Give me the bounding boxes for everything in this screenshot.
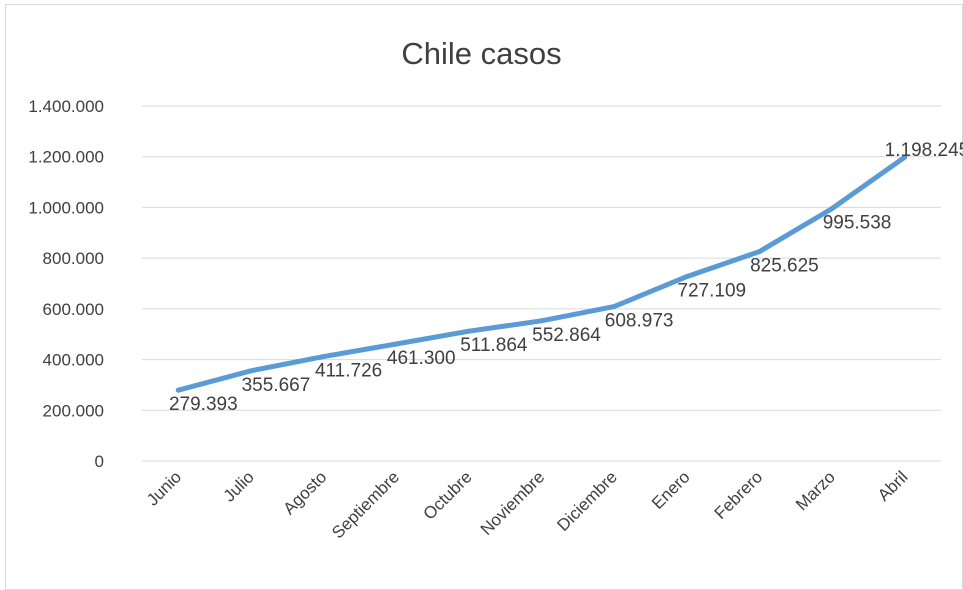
- data-point: [611, 304, 617, 310]
- data-label: 727.109: [677, 281, 746, 302]
- y-tick-label: 1.200.000: [28, 148, 104, 167]
- x-tick-label: Octubre: [419, 467, 475, 523]
- y-tick-label: 0: [95, 452, 104, 471]
- x-tick-label: Diciembre: [553, 467, 621, 535]
- data-label: 511.864: [460, 335, 528, 356]
- x-tick-label: Abril: [874, 467, 911, 504]
- data-point: [539, 318, 544, 324]
- data-label: 825.625: [750, 256, 819, 277]
- x-tick-label: Junio: [143, 467, 185, 509]
- y-tick-label: 200.000: [43, 401, 104, 420]
- data-label: 552.864: [532, 325, 601, 346]
- data-point: [321, 354, 327, 360]
- data-point: [829, 206, 835, 212]
- data-label: 1.198.245: [885, 140, 963, 161]
- chart-title: Chile casos: [401, 36, 562, 71]
- data-label: 608.973: [605, 311, 674, 332]
- x-tick-label: Febrero: [711, 467, 767, 523]
- y-tick-label: 1.400.000: [28, 97, 104, 116]
- x-tick-label: Septiembre: [328, 467, 403, 542]
- y-tick-label: 1.000.000: [28, 198, 104, 217]
- y-tick-label: 600.000: [43, 300, 104, 319]
- data-point: [175, 387, 181, 393]
- data-label: 461.300: [387, 348, 456, 369]
- data-label: 995.538: [823, 213, 892, 234]
- data-point: [902, 154, 908, 160]
- x-tick-label: Marzo: [792, 467, 839, 514]
- data-label: 355.667: [242, 375, 311, 396]
- x-tick-label: Enero: [648, 467, 694, 513]
- data-label: 279.393: [169, 394, 238, 415]
- y-tick-label: 800.000: [43, 249, 104, 268]
- data-point: [393, 341, 399, 347]
- data-point: [684, 274, 690, 280]
- data-label: 411.726: [315, 361, 382, 382]
- x-tick-label: Agosto: [280, 467, 331, 518]
- data-point: [756, 249, 762, 255]
- x-tick-label: Julio: [220, 467, 258, 505]
- x-tick-label: Noviembre: [477, 467, 549, 539]
- data-point: [466, 328, 472, 334]
- data-point: [248, 368, 254, 374]
- y-tick-label: 400.000: [43, 351, 104, 370]
- chart-area: [5, 4, 963, 590]
